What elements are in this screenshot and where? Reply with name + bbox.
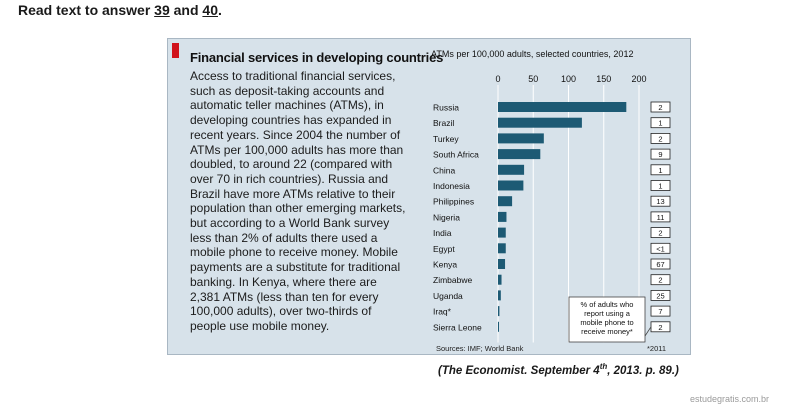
mobile-money-callout-label: report using a [584, 309, 631, 318]
citation: (The Economist. September 4th, 2013. p. … [438, 362, 679, 377]
instruction-prefix: Read text to answer [18, 2, 155, 18]
bar [498, 306, 500, 317]
article-body: Access to traditional financial services… [190, 69, 406, 333]
value-box [650, 195, 671, 207]
x-tick-label: 0 [495, 74, 500, 84]
value-box-label: 7 [658, 307, 662, 316]
atm-chart: ATMs per 100,000 adults, selected countr… [431, 49, 687, 349]
category-label: Brazil [433, 118, 454, 128]
bar [498, 164, 525, 175]
value-box-label: <1 [656, 244, 665, 253]
watermark: estudegratis.com.br [690, 394, 770, 404]
value-box-label: 1 [658, 166, 662, 175]
value-box [650, 289, 671, 301]
category-label: Egypt [433, 244, 455, 254]
citation-sup: th [599, 362, 608, 371]
mobile-money-callout-label: receive money* [581, 327, 633, 336]
value-box-label: 2 [658, 103, 662, 112]
value-box [650, 117, 671, 129]
value-box-label: 2 [658, 229, 662, 238]
chart-footnote: *2011 [647, 344, 667, 353]
x-tick-label: 150 [596, 74, 611, 84]
value-box [650, 211, 671, 223]
bar [498, 133, 544, 144]
mobile-money-callout-label: % of adults who [581, 300, 634, 309]
value-box-label: 13 [656, 197, 664, 206]
value-box [650, 180, 671, 191]
article-headline: Financial services in developing countri… [190, 50, 444, 65]
bar [498, 243, 506, 254]
category-label: South Africa [433, 150, 479, 160]
category-label: Kenya [433, 260, 457, 270]
instruction-mid: and [169, 2, 203, 18]
x-tick-label: 200 [631, 74, 646, 84]
value-box [650, 258, 671, 270]
category-label: Iraq* [433, 307, 452, 317]
value-box-label: 2 [658, 276, 662, 285]
value-box [650, 242, 671, 254]
value-box-label: 2 [658, 323, 662, 332]
bar [498, 149, 541, 160]
value-box [650, 148, 671, 160]
chart-svg: 0 50 100 150 200 Russia 2 Brazil 1 Turkey 2 South A… [433, 74, 671, 343]
bar [498, 211, 507, 222]
category-label: Russia [433, 103, 459, 113]
bar [498, 117, 582, 128]
citation-text: (The Economist. September 4 [438, 364, 600, 377]
economist-red-tag [172, 43, 179, 58]
value-box [650, 133, 671, 144]
bar [498, 180, 524, 191]
bar [498, 259, 506, 269]
value-box [650, 101, 671, 113]
value-box-label: 25 [656, 291, 664, 300]
value-box-label: 2 [658, 134, 662, 143]
bar [498, 321, 499, 332]
article-card: Financial services in developing countri… [167, 38, 691, 355]
x-tick-label: 100 [561, 74, 576, 84]
bar [498, 290, 501, 301]
category-label: Uganda [433, 291, 463, 301]
citation-rest: , 2013. p. 89.) [607, 364, 679, 377]
value-box [650, 274, 671, 286]
chart-title: ATMs per 100,000 adults, selected countr… [431, 49, 634, 59]
category-label: India [433, 228, 452, 238]
value-box [650, 164, 671, 176]
question-40-link: 40 [202, 2, 218, 18]
mobile-money-callout-label: mobile phone to [580, 318, 633, 327]
category-label: Zimbabwe [433, 275, 472, 285]
value-box-label: 11 [657, 213, 665, 222]
bar [498, 196, 513, 207]
value-box-label: 67 [656, 260, 664, 269]
category-label: Turkey [433, 134, 459, 144]
category-label: Indonesia [433, 181, 470, 191]
category-label: Sierra Leone [433, 322, 482, 332]
question-39-link: 39 [154, 2, 170, 18]
bar [498, 227, 506, 238]
callout-pointer [644, 326, 652, 337]
mobile-money-callout-box [568, 296, 646, 343]
value-box [650, 305, 671, 317]
instruction-suffix: . [217, 2, 222, 18]
chart-source: Sources: IMF; World Bank [436, 344, 524, 353]
instruction-text: Read text to answer 39 and 40. [18, 2, 222, 18]
value-box-label: 1 [658, 182, 662, 191]
category-label: Nigeria [433, 212, 460, 222]
value-box-label: 9 [658, 150, 662, 159]
value-box-label: 1 [658, 119, 662, 128]
x-tick-label: 50 [528, 74, 538, 84]
value-box [650, 227, 671, 239]
bar [498, 274, 502, 285]
category-label: Philippines [433, 197, 474, 207]
bar [498, 102, 627, 112]
category-label: China [433, 165, 455, 175]
